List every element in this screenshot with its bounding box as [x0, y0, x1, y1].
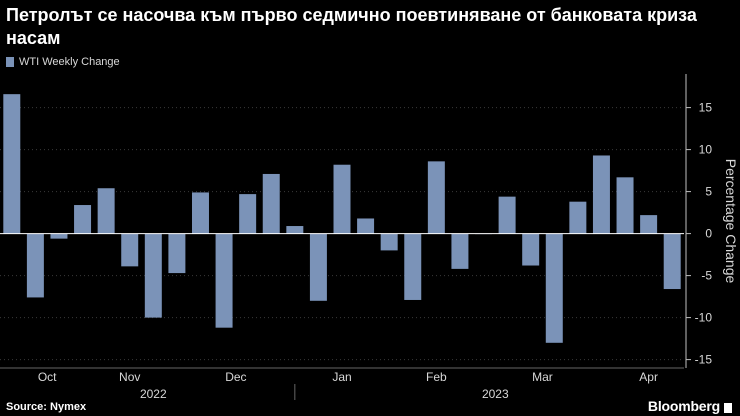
bar: [333, 164, 351, 234]
x-tick-label: Feb: [426, 370, 447, 384]
legend-label: WTI Weekly Change: [19, 56, 120, 68]
bar: [239, 194, 257, 234]
x-tick-label: Nov: [119, 370, 140, 384]
y-tick-label: 15: [699, 101, 713, 115]
legend-swatch: [6, 57, 14, 67]
x-tick-label: Mar: [532, 370, 553, 384]
y-tick-label: 10: [699, 143, 713, 157]
bar: [404, 233, 422, 300]
year-label: 2022: [140, 387, 167, 401]
bar: [262, 173, 280, 234]
y-tick-label: -15: [695, 353, 713, 367]
bar: [74, 205, 92, 234]
bar: [522, 233, 540, 266]
chart-title: Петролът се насочва към първо седмично п…: [6, 5, 697, 48]
bar: [569, 201, 587, 234]
brand-mark-icon: [724, 403, 732, 413]
brand-logo: Bloomberg: [647, 398, 720, 414]
y-axis-label: Percentage Change: [723, 159, 739, 284]
bar: [121, 233, 139, 267]
x-tick-label: Apr: [639, 370, 658, 384]
bar: [97, 188, 115, 234]
y-axis: -15 -10 -5 0 5 10 15: [685, 74, 713, 368]
bar: [215, 233, 233, 328]
year-label: 2023: [482, 387, 509, 401]
bar: [545, 233, 563, 343]
x-tick-label: Jan: [332, 370, 351, 384]
bar: [427, 161, 445, 234]
bar: [498, 196, 516, 234]
bar: [286, 226, 304, 234]
x-tick-label: Oct: [38, 370, 57, 384]
x-axis: Oct Nov Dec Jan Feb Mar Apr 2022 2023: [0, 367, 684, 401]
y-tick-label: 0: [705, 227, 712, 241]
bar: [357, 218, 375, 234]
y-tick-label: -10: [695, 311, 713, 325]
y-tick-label: 5: [705, 185, 712, 199]
bar: [640, 215, 658, 234]
bar: [309, 233, 327, 301]
legend: WTI Weekly Change: [6, 55, 120, 69]
bar: [3, 94, 21, 234]
bar: [168, 233, 186, 274]
source-note: Source: Nymex: [6, 401, 87, 413]
y-tick-label: -5: [701, 269, 712, 283]
bar: [380, 233, 398, 251]
bar: [451, 233, 469, 269]
bar: [592, 155, 610, 234]
bar: [144, 233, 162, 318]
bar: [50, 233, 68, 239]
bar: [663, 233, 681, 290]
bar: [191, 192, 209, 234]
bars: [3, 94, 681, 343]
bar: [616, 177, 634, 234]
bar: [26, 233, 44, 298]
x-tick-label: Dec: [225, 370, 246, 384]
